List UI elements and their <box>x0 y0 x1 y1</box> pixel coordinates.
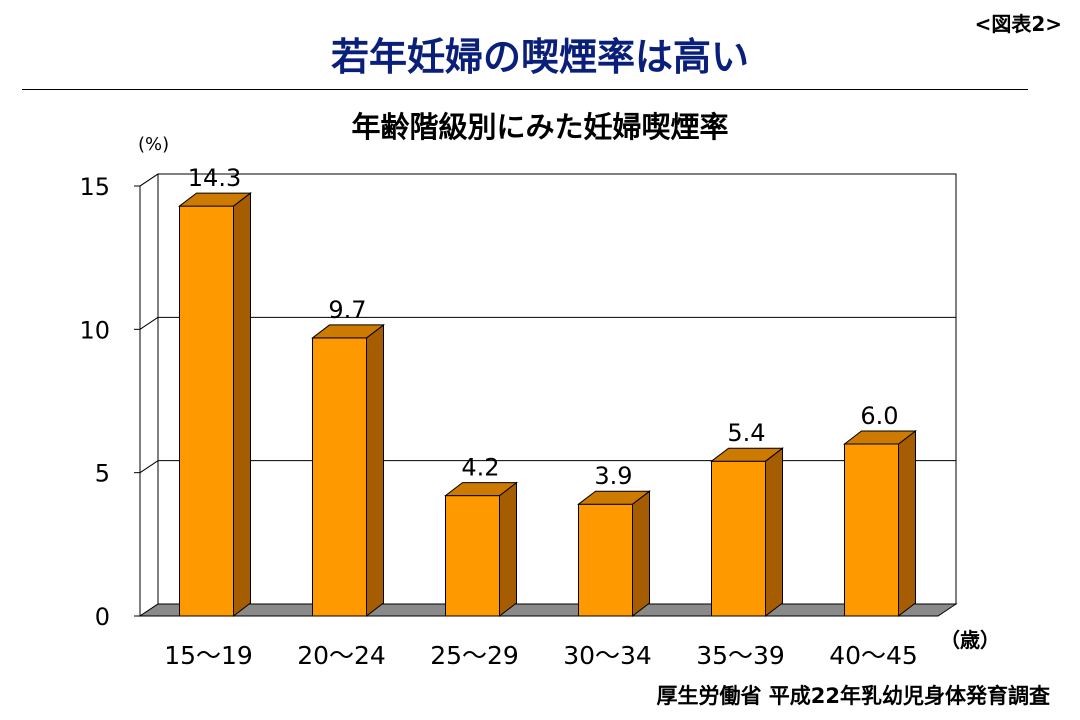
x-tick-label: 30〜34 <box>563 641 652 670</box>
bar <box>312 337 367 617</box>
y-tick-label: 10 <box>79 316 110 344</box>
source-note: 厚生労働省 平成22年乳幼児身体発育調査 <box>656 684 1050 708</box>
bar-top <box>444 482 518 497</box>
gridline-side <box>139 460 159 474</box>
chart-title: 年齢階級別にみた妊婦喫煙率 <box>351 110 729 144</box>
bar <box>578 503 633 617</box>
data-label: 14.3 <box>188 164 241 192</box>
bar-top <box>178 192 252 207</box>
bar-side <box>233 192 251 618</box>
figure-label: <図表2> <box>974 12 1062 36</box>
y-tick-label: 0 <box>95 603 110 631</box>
bar-side <box>898 429 916 618</box>
page-title: 若年妊婦の喫煙率は高い <box>330 35 749 79</box>
data-label: 9.7 <box>328 296 366 324</box>
bar-side <box>366 323 384 618</box>
bar-top <box>843 430 917 445</box>
bar <box>711 460 766 617</box>
x-tick-label: 35〜39 <box>696 641 785 670</box>
title-divider <box>22 89 1028 90</box>
plot-side-wall <box>139 173 159 617</box>
x-tick-label: 25〜29 <box>430 641 519 670</box>
bar-side <box>499 481 517 618</box>
x-tick-label: 15〜19 <box>164 641 253 670</box>
x-tick-label: 20〜24 <box>297 641 386 670</box>
bar-side <box>765 447 783 618</box>
y-axis-unit: (%) <box>138 134 170 155</box>
bar-top <box>311 324 385 339</box>
x-tick-label: 40〜45 <box>829 641 918 670</box>
y-tick-label: 15 <box>79 173 110 201</box>
x-axis-unit: （歳） <box>940 628 1000 652</box>
plot-back-wall <box>157 173 957 605</box>
bar-top <box>710 447 784 462</box>
data-label: 6.0 <box>860 402 898 430</box>
data-label: 3.9 <box>594 462 632 490</box>
bar <box>179 205 234 617</box>
y-tick-label: 5 <box>95 460 110 488</box>
data-label: 5.4 <box>727 419 765 447</box>
bar-side <box>632 490 650 618</box>
plot-floor <box>138 603 958 617</box>
data-label: 4.2 <box>461 454 499 482</box>
gridline-side <box>139 316 159 330</box>
bar-top <box>577 490 651 505</box>
gridline-side <box>139 173 159 187</box>
bar <box>445 495 500 617</box>
bar <box>844 443 899 617</box>
